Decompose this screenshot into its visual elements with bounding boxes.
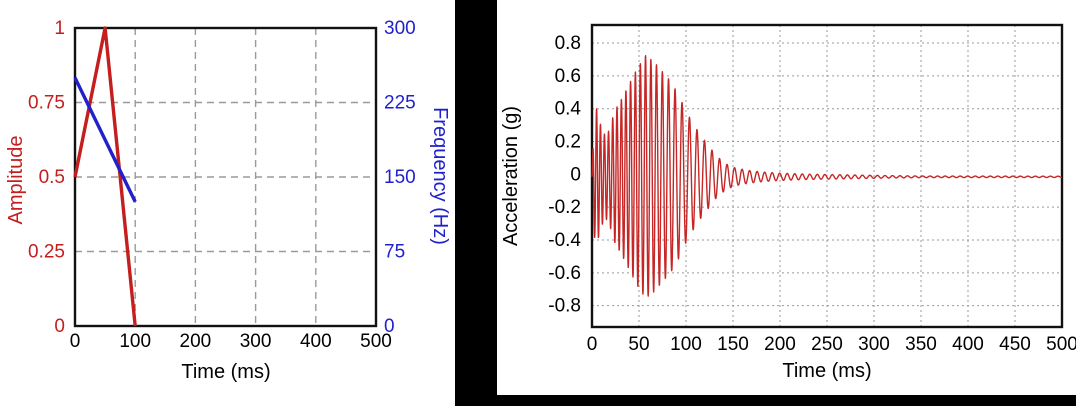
y-axis-tick-label: 0.4 <box>555 99 582 120</box>
right-chart-tick-labels: 0.8 0.6 0.4 0.2 0 -0.2 -0.4 -0.6 -0.8 0 50 100 150 20… <box>548 33 1076 355</box>
background-bottom-bar <box>497 395 1076 406</box>
y-axis-tick-label: -0.6 <box>548 263 581 284</box>
left-chart-series <box>73 26 137 327</box>
background-divider-bar <box>455 0 497 406</box>
x-axis-tick-label: 100 <box>670 334 702 355</box>
y-axis-tick-label: -0.8 <box>548 296 581 317</box>
y-axis-tick-label: -0.4 <box>548 230 581 251</box>
right-axis-tick-label: 150 <box>384 167 416 188</box>
left-axis-tick-label: 1 <box>54 18 65 39</box>
right-chart-signal <box>591 55 1063 297</box>
left-axis-tick-label: 0.5 <box>39 167 65 188</box>
right-axis-tick-label: 0 <box>384 316 395 337</box>
x-axis-tick-label: 50 <box>628 334 649 355</box>
left-chart-x-axis-label: Time (ms) <box>181 361 270 383</box>
x-axis-tick-label: 0 <box>70 331 81 352</box>
right-chart-gridlines <box>592 25 1062 327</box>
left-series-line <box>73 26 137 327</box>
x-axis-tick-label: 200 <box>180 331 212 352</box>
left-chart-gridlines <box>75 28 376 326</box>
x-axis-tick-label: 500 <box>360 331 392 352</box>
x-axis-tick-label: 250 <box>811 334 843 355</box>
x-axis-tick-label: 500 <box>1046 334 1076 355</box>
y-axis-tick-label: 0 <box>570 164 581 185</box>
left-axis-tick-label: 0 <box>54 316 65 337</box>
y-axis-tick-label: 0.2 <box>555 132 581 153</box>
x-axis-tick-label: 300 <box>858 334 890 355</box>
x-axis-tick-label: 0 <box>587 334 598 355</box>
x-axis-tick-label: 350 <box>905 334 937 355</box>
x-axis-tick-label: 450 <box>999 334 1031 355</box>
right-series-line <box>73 76 137 203</box>
y-axis-tick-label: -0.2 <box>548 197 581 218</box>
y-axis-tick-label: 0.8 <box>555 33 581 54</box>
right-axis-tick-label: 225 <box>384 93 416 114</box>
x-axis-tick-label: 150 <box>717 334 749 355</box>
acceleration-signal-line <box>591 55 1063 297</box>
right-axis-tick-label: 75 <box>384 242 405 263</box>
frequency-axis-label: Frequency (Hz) <box>429 107 451 245</box>
acceleration-axis-label: Acceleration (g) <box>500 106 522 246</box>
x-axis-tick-label: 300 <box>240 331 272 352</box>
left-axis-tick-label: 0.75 <box>28 93 65 114</box>
x-axis-tick-label: 100 <box>119 331 151 352</box>
x-axis-tick-label: 200 <box>764 334 796 355</box>
x-axis-tick-label: 400 <box>952 334 984 355</box>
x-axis-tick-label: 400 <box>300 331 332 352</box>
left-axis-tick-label: 0.25 <box>28 242 65 263</box>
acceleration-chart: 0.8 0.6 0.4 0.2 0 -0.2 -0.4 -0.6 -0.8 0 50 100 150 20… <box>500 23 1076 382</box>
amplitude-axis-label: Amplitude <box>5 136 27 225</box>
y-axis-tick-label: 0.6 <box>555 66 581 87</box>
right-chart-x-axis-label: Time (ms) <box>782 360 871 382</box>
right-axis-tick-label: 300 <box>384 18 416 39</box>
